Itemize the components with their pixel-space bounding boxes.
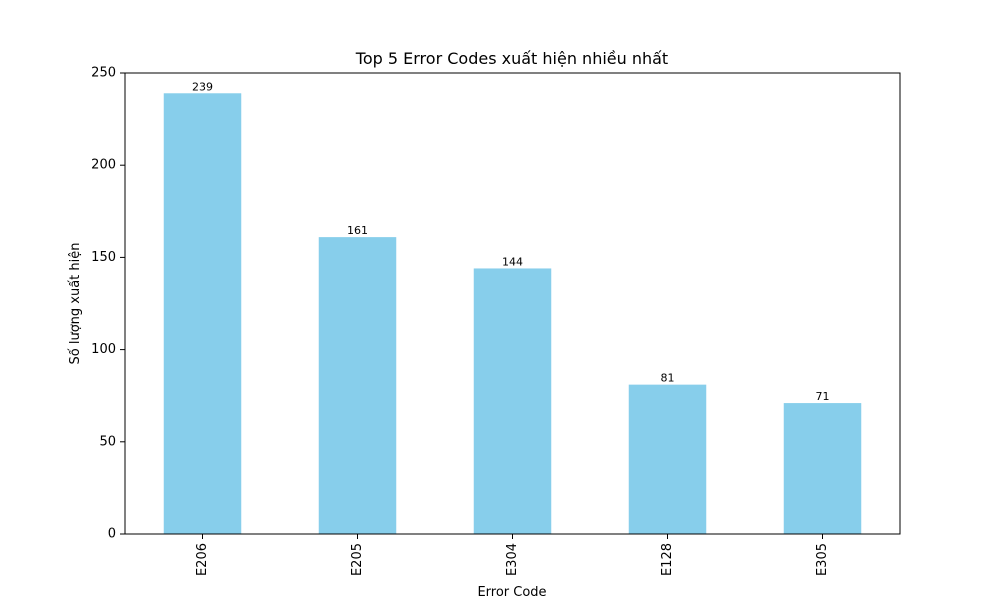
- y-tick-label-250: 250: [91, 66, 116, 81]
- y-axis: 0 50 100 150 200 250: [91, 66, 125, 542]
- data-label-e205: 161: [347, 224, 368, 237]
- plot-frame: [124, 72, 901, 535]
- data-labels-layer: 239 161 144 81 71: [192, 80, 830, 403]
- y-axis-title: Số lượng xuất hiện: [68, 243, 83, 365]
- x-tick-label-e128: E128: [660, 543, 675, 576]
- bar-e305: [783, 403, 862, 534]
- bar-e128: [628, 384, 707, 534]
- x-tick-label-e206: E206: [195, 543, 210, 576]
- bar-e206: [163, 93, 242, 534]
- x-axis-title: Error Code: [477, 585, 546, 600]
- data-label-e206: 239: [192, 80, 213, 93]
- data-label-e304: 144: [502, 255, 523, 268]
- x-tick-label-e304: E304: [505, 543, 520, 576]
- y-tick-label-200: 200: [91, 158, 116, 173]
- bar-e304: [473, 268, 552, 534]
- bars-layer: [163, 93, 862, 534]
- y-tick-label-150: 150: [91, 250, 116, 265]
- data-label-e305: 71: [816, 390, 830, 403]
- y-tick-label-50: 50: [99, 434, 116, 449]
- chart-title: Top 5 Error Codes xuất hiện nhiều nhất: [355, 49, 668, 68]
- y-tick-label-0: 0: [108, 527, 116, 542]
- bar-e205: [318, 237, 397, 534]
- y-tick-label-100: 100: [91, 342, 116, 357]
- x-tick-label-e305: E305: [815, 543, 830, 576]
- data-label-e128: 81: [661, 372, 675, 385]
- x-tick-label-e205: E205: [350, 543, 365, 576]
- x-axis: E206 E205 E304 E128 E305: [195, 534, 830, 576]
